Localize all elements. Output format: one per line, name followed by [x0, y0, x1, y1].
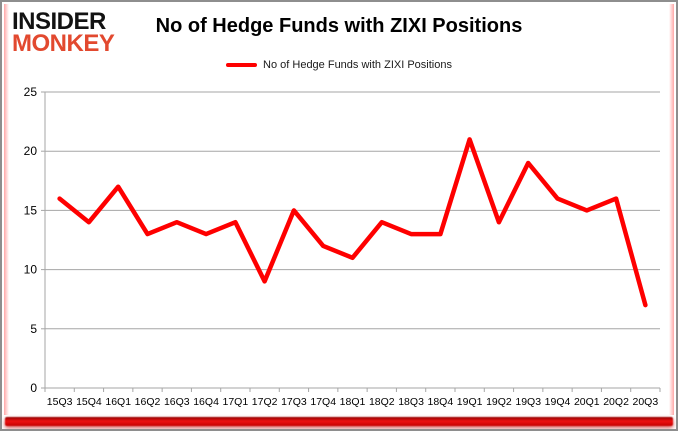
- svg-text:20: 20: [24, 144, 38, 158]
- chart-title: No of Hedge Funds with ZIXI Positions: [155, 15, 523, 37]
- svg-text:20Q3: 20Q3: [633, 396, 659, 408]
- bottom-red-ribbon: [5, 417, 673, 426]
- svg-text:18Q2: 18Q2: [369, 396, 395, 408]
- svg-text:18Q1: 18Q1: [340, 396, 366, 408]
- insider-monkey-logo: INSIDER MONKEY: [12, 8, 115, 58]
- svg-text:17Q1: 17Q1: [223, 396, 249, 408]
- svg-text:19Q2: 19Q2: [486, 396, 512, 408]
- svg-text:16Q3: 16Q3: [164, 396, 190, 408]
- svg-text:15: 15: [24, 203, 38, 217]
- svg-text:17Q3: 17Q3: [281, 396, 307, 408]
- legend-label: No of Hedge Funds with ZIXI Positions: [263, 59, 452, 71]
- svg-text:19Q4: 19Q4: [545, 396, 571, 408]
- svg-text:18Q4: 18Q4: [428, 396, 454, 408]
- svg-text:19Q1: 19Q1: [457, 396, 483, 408]
- svg-text:20Q1: 20Q1: [574, 396, 600, 408]
- logo-text-insider: INSIDER: [12, 8, 106, 35]
- svg-text:17Q2: 17Q2: [252, 396, 278, 408]
- svg-text:20Q2: 20Q2: [603, 396, 629, 408]
- legend-line-swatch: [226, 63, 258, 67]
- svg-text:15Q4: 15Q4: [76, 396, 102, 408]
- svg-text:5: 5: [30, 322, 37, 336]
- svg-text:19Q3: 19Q3: [515, 396, 541, 408]
- svg-text:0: 0: [30, 381, 37, 395]
- svg-text:15Q3: 15Q3: [47, 396, 73, 408]
- logo-text-monkey: MONKEY: [12, 30, 115, 58]
- legend: No of Hedge Funds with ZIXI Positions: [2, 59, 676, 71]
- svg-text:25: 25: [24, 85, 38, 99]
- svg-text:17Q4: 17Q4: [310, 396, 336, 408]
- svg-text:10: 10: [24, 263, 38, 277]
- svg-text:16Q2: 16Q2: [135, 396, 161, 408]
- svg-text:16Q1: 16Q1: [105, 396, 131, 408]
- svg-text:16Q4: 16Q4: [193, 396, 219, 408]
- svg-text:18Q3: 18Q3: [398, 396, 424, 408]
